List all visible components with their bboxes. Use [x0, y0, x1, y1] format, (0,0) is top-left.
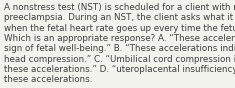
Text: A nonstress test (NST) is scheduled for a client with mild: A nonstress test (NST) is scheduled for …: [4, 3, 235, 12]
Text: these accelerations.: these accelerations.: [4, 75, 93, 84]
Text: when the fetal heart rate goes up every time the fetus moves.: when the fetal heart rate goes up every …: [4, 24, 235, 33]
Text: sign of fetal well-being.” B. “These accelerations indicate fetal: sign of fetal well-being.” B. “These acc…: [4, 44, 235, 53]
Text: head compression.” C. “Umbilical cord compression is causing: head compression.” C. “Umbilical cord co…: [4, 55, 235, 64]
Text: preeclampsia. During an NST, the client asks what it means: preeclampsia. During an NST, the client …: [4, 13, 235, 22]
Text: these accelerations.” D. “uteroplacental insufficiency is causing: these accelerations.” D. “uteroplacental…: [4, 65, 235, 74]
Text: Which is an appropriate response? A. “These accelerations are a: Which is an appropriate response? A. “Th…: [4, 34, 235, 43]
